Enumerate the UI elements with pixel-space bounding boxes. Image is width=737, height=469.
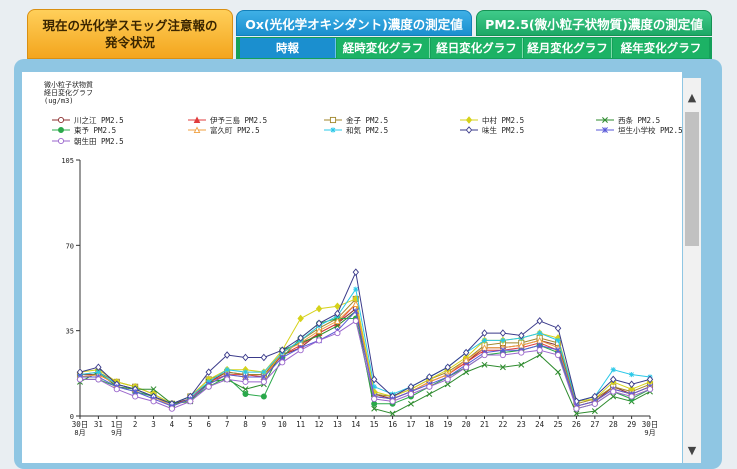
tab-smog-line2: 発令状況	[104, 35, 155, 50]
subnav-yearly-trend[interactable]: 経年変化グラフ	[613, 38, 709, 58]
subnav-hourly[interactable]: 時報	[240, 38, 336, 58]
tab-pm25-measurements[interactable]: PM2.5(微小粒子状物質)濃度の測定値	[476, 10, 712, 36]
subnav-hourly-trend[interactable]: 経時変化グラフ	[337, 38, 430, 58]
scroll-up-arrow-icon[interactable]: ▲	[687, 90, 697, 104]
scrollbar-thumb[interactable]	[685, 112, 699, 246]
tab-ox-measurements[interactable]: Ox(光化学オキシダント)濃度の測定値	[236, 10, 472, 36]
subnav-daily-trend[interactable]: 経日変化グラフ	[431, 38, 523, 58]
scroll-down-arrow-icon[interactable]: ▼	[687, 443, 697, 457]
tab-smog-alert-status[interactable]: 現在の光化学スモッグ注意報の 発令状況	[27, 9, 233, 59]
chart-title-line2: 経日変化グラフ	[44, 89, 93, 97]
tab-smog-line1: 現在の光化学スモッグ注意報の	[42, 18, 218, 33]
chart-title-unit: (ug/m3)	[44, 97, 74, 105]
chart-area	[22, 72, 682, 463]
chart-title-line1: 微小粒子状物質	[44, 81, 93, 89]
subnav-monthly-trend[interactable]: 経月変化グラフ	[524, 38, 612, 58]
